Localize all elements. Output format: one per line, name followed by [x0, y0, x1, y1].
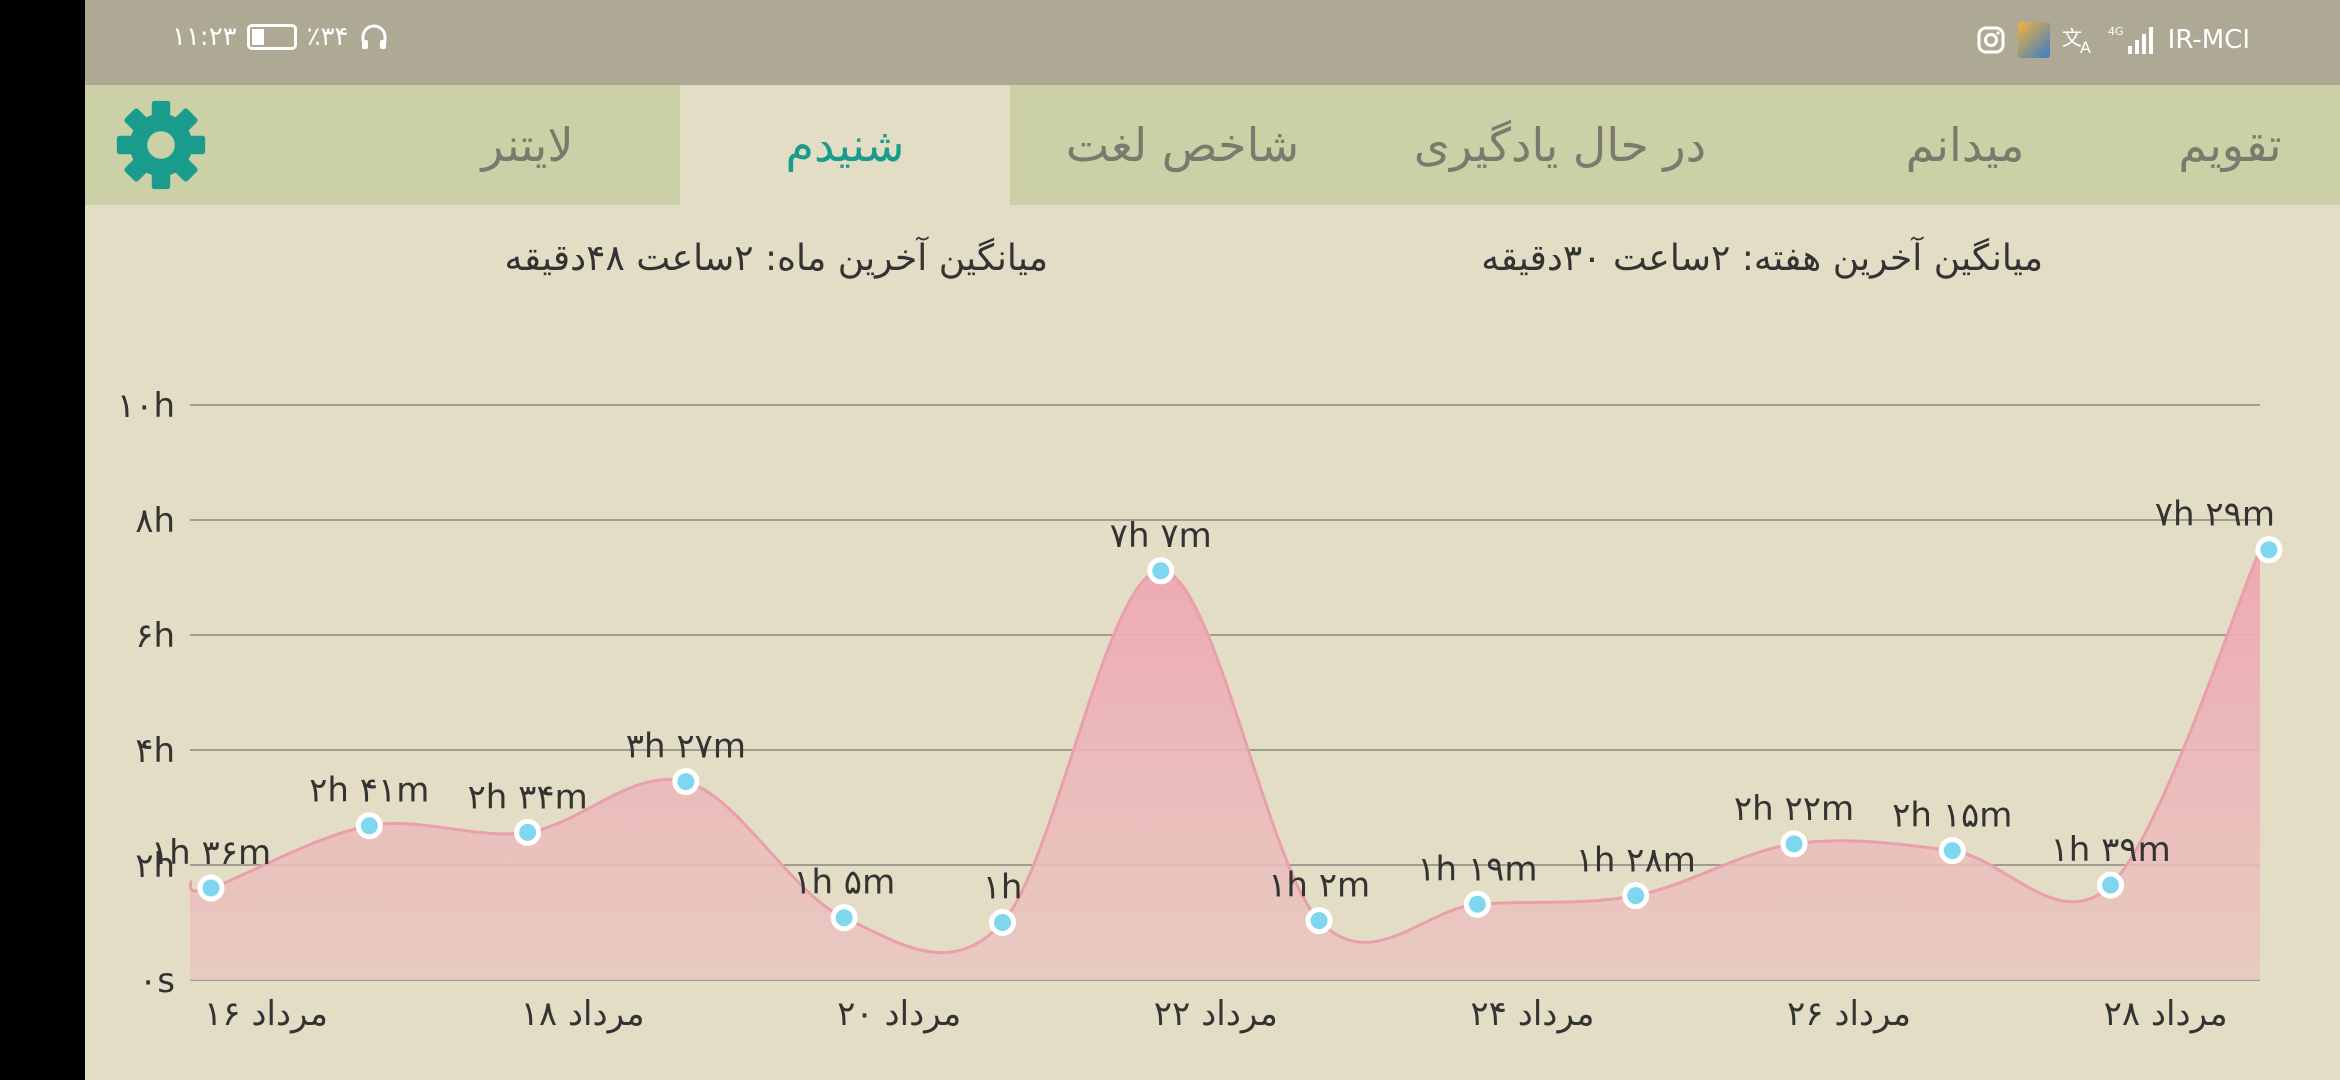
data-label: ۲h ۳۴m [467, 777, 587, 817]
listening-time-chart: ۰s ۲h ۴h ۶h ۸h ۱۰h ۱۶ مرداد ۱۸ مرداد ۲۰ مرداد ۲۲… [117, 386, 2283, 1034]
data-point [2097, 871, 2125, 899]
data-point [1147, 557, 1175, 585]
network-type: 4G [2108, 25, 2124, 38]
data-label: ۱h [983, 868, 1023, 908]
x-tick-label: ۱۶ مرداد [204, 994, 328, 1034]
data-point [989, 909, 1016, 936]
tab-label: لایتنر [481, 118, 574, 172]
data-point [1780, 830, 1808, 858]
clock: ۱۱:۲۳ [172, 22, 237, 52]
tab-learning[interactable]: در حال یادگیری [1355, 85, 1765, 205]
data-point [672, 768, 700, 796]
data-point [2255, 536, 2283, 564]
x-tick-label: ۲۲ مرداد [1154, 994, 1278, 1034]
tab-bar: تقویم میدانم در حال یادگیری شاخص لغت شنی… [85, 85, 2340, 205]
data-label: ۱h ۳۹m [2050, 830, 2170, 870]
y-tick-label: ۶h [135, 616, 175, 656]
tab-label: در حال یادگیری [1413, 118, 1707, 172]
carrier-name: IR-MCI [2167, 25, 2250, 55]
app-thumbnail-icon [2017, 22, 2050, 58]
battery-percent: ٪۳۴ [306, 22, 349, 52]
data-label: ۲h ۲۲m [1734, 789, 1854, 829]
svg-text:文: 文 [2062, 26, 2082, 50]
weekly-average-label: میانگین آخرین هفته: [1741, 238, 2043, 279]
data-point [197, 874, 225, 902]
monthly-average-hours: ۲ساعت [636, 238, 754, 279]
y-tick-label: ۰s [139, 961, 175, 1001]
headphones-icon [359, 22, 389, 52]
battery-icon [246, 24, 297, 50]
y-tick-label: ۲h [135, 846, 175, 886]
x-tick-label: ۲۸ مرداد [2104, 994, 2228, 1034]
data-label: ۱h ۲۸m [1576, 841, 1696, 881]
data-point [514, 818, 542, 846]
data-labels: ۱h ۳۶m ۲h ۴۱m ۲h ۳۴m ۳h ۲۷m ۱h ۵m ۱h ۷h ۷m ۱h ۲… [151, 495, 2275, 908]
tab-label: تقویم [2178, 118, 2282, 172]
y-tick-label: ۱۰h [117, 386, 175, 426]
data-points [197, 536, 2283, 936]
data-point [1938, 837, 1966, 865]
signal-icon: 4G [2108, 24, 2156, 56]
weekly-average-minutes: ۳۰دقیقه [1481, 238, 1602, 279]
data-label: ۱h ۳۶m [151, 833, 271, 873]
monthly-average: میانگین آخرین ماه: ۲ساعت ۴۸دقیقه [505, 238, 1048, 279]
data-point [1622, 882, 1650, 910]
gear-icon[interactable] [115, 99, 207, 191]
x-tick-label: ۲۴ مرداد [1470, 994, 1594, 1034]
svg-text:A: A [2080, 38, 2091, 55]
status-left: ۱۱:۲۳ ٪۳۴ [172, 22, 389, 52]
series-area [190, 549, 2260, 980]
tab-label: شنیدم [785, 118, 905, 172]
monthly-average-minutes: ۴۸دقیقه [504, 238, 625, 279]
x-tick-label: ۲۶ مرداد [1787, 994, 1911, 1034]
tab-label: میدانم [1905, 118, 2025, 172]
x-tick-label: ۱۸ مرداد [521, 994, 645, 1034]
tab-calendar[interactable]: تقویم [2120, 85, 2340, 205]
y-axis-labels: ۰s ۲h ۴h ۶h ۸h ۱۰h [117, 386, 175, 1001]
data-label: ۱h ۲m [1268, 866, 1370, 906]
x-tick-label: ۲۰ مرداد [837, 994, 961, 1034]
weekly-average: میانگین آخرین هفته: ۲ساعت ۳۰دقیقه [1481, 238, 2043, 279]
y-tick-label: ۴h [135, 731, 175, 771]
x-axis-labels: ۱۶ مرداد ۱۸ مرداد ۲۰ مرداد ۲۲ مرداد ۲۴ مرداد… [204, 994, 2228, 1034]
data-point [1305, 907, 1333, 935]
data-label: ۳h ۲۷m [626, 727, 746, 767]
data-point [1463, 890, 1491, 918]
tab-word-index[interactable]: شاخص لغت [1010, 85, 1355, 205]
y-tick-label: ۸h [135, 501, 175, 541]
tab-heard[interactable]: شنیدم [680, 85, 1010, 205]
data-point [355, 812, 383, 840]
data-label: ۷h ۲۹m [2155, 495, 2275, 535]
instagram-icon [1976, 25, 2006, 55]
weekly-average-hours: ۲ساعت [1613, 238, 1731, 279]
monthly-average-label: میانگین آخرین ماه: [765, 238, 1048, 279]
tab-known[interactable]: میدانم [1815, 85, 2115, 205]
data-label: ۱h ۱۹m [1417, 849, 1537, 889]
data-label: ۱h ۵m [793, 863, 895, 903]
data-label: ۷h ۷m [1110, 516, 1212, 556]
data-label: ۲h ۴۱m [309, 771, 429, 811]
tab-label: شاخص لغت [1065, 118, 1300, 172]
data-label: ۲h ۱۵m [1892, 796, 2012, 836]
tab-leitner[interactable]: لایتنر [385, 85, 670, 205]
data-point [830, 904, 858, 932]
